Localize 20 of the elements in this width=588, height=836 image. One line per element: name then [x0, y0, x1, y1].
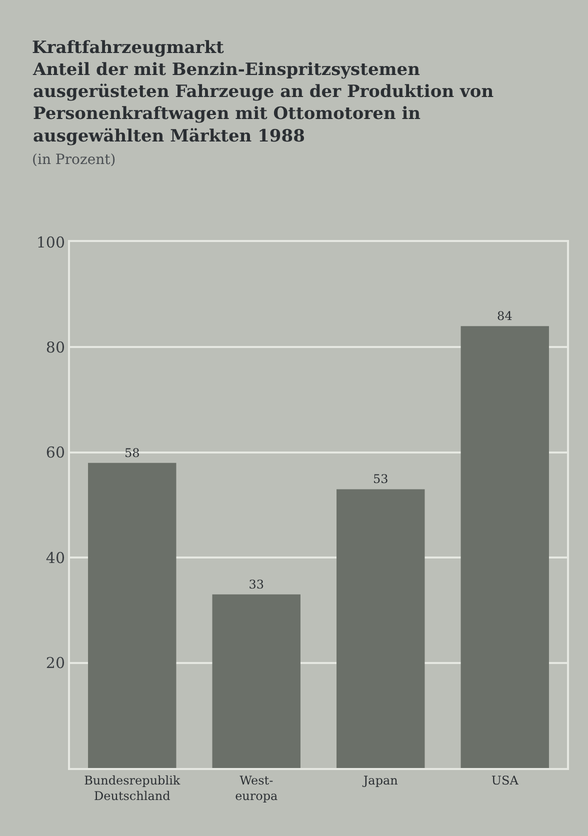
- bar: [212, 594, 300, 768]
- bar: [88, 462, 176, 768]
- y-tick-label: 100: [36, 233, 65, 252]
- data-label: 84: [497, 309, 513, 324]
- data-label: 33: [248, 577, 264, 592]
- bar: [460, 326, 549, 768]
- bar: [336, 489, 425, 768]
- x-tick-label: West- europa: [235, 773, 278, 803]
- y-tick-label: 20: [46, 654, 65, 672]
- chart-subtitle: Anteil der mit Benzin-Einspritzsystemen ausgerüsteten Fahrzeuge an der Produktion von Personenkraftwagen mit Ottomotoren in ausgewählten Märkten 1988: [32, 60, 494, 146]
- text: (in Prozent): [32, 152, 116, 168]
- x-tick-label: Bundesrepublik Deutschland: [84, 773, 181, 803]
- y-tick-label: 80: [46, 338, 65, 356]
- chart-title: Kraftfahrzeugmarkt: [32, 38, 224, 58]
- x-tick-label: USA: [491, 773, 519, 788]
- x-tick-label: Japan: [361, 773, 398, 788]
- y-tick-label: 40: [46, 548, 65, 567]
- y-tick-label: 60: [46, 444, 65, 462]
- data-label: 58: [124, 446, 140, 460]
- data-label: 53: [372, 472, 388, 486]
